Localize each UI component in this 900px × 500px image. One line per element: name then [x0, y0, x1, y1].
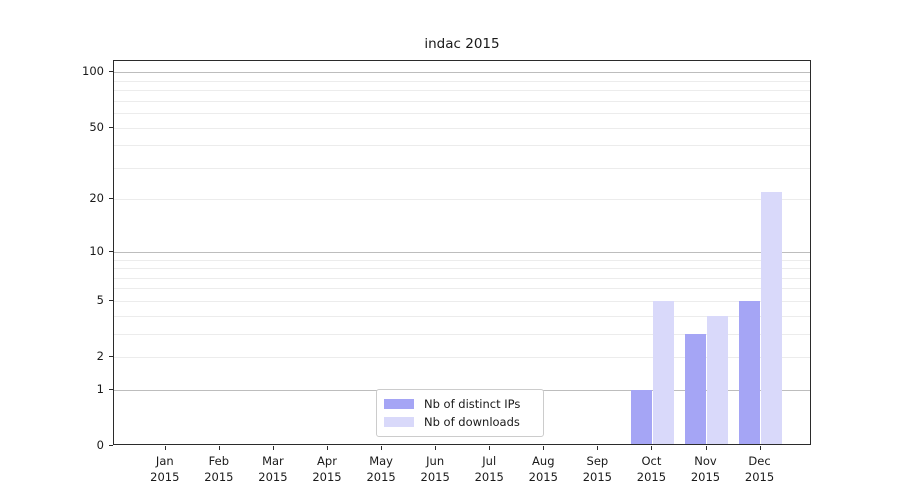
x-tick-mark: [218, 446, 220, 450]
x-tick-mark: [597, 446, 599, 450]
x-tick-year: 2015: [690, 470, 721, 484]
y-gridline-minor: [114, 100, 810, 102]
y-gridline-minor: [114, 167, 810, 169]
x-tick-label: Mar 2015: [243, 453, 303, 485]
x-tick-mark: [759, 446, 761, 450]
y-gridline-minor: [114, 127, 810, 129]
bar-downloads: [707, 315, 728, 444]
y-gridline-minor: [114, 113, 810, 115]
x-tick-month: Dec: [748, 454, 771, 468]
x-tick-year: 2015: [744, 470, 775, 484]
x-tick-year: 2015: [204, 470, 234, 484]
x-tick-mark: [651, 446, 653, 450]
legend-item-downloads: Nb of downloads: [384, 414, 535, 430]
y-tick-label: 20: [89, 191, 104, 206]
y-tick-mark: [109, 250, 113, 252]
x-tick-year: 2015: [636, 470, 667, 484]
legend-item-distinct-ips: Nb of distinct IPs: [384, 396, 535, 412]
x-tick-month: Jun: [426, 454, 445, 468]
x-tick-label: May 2015: [351, 453, 411, 485]
legend: Nb of distinct IPs Nb of downloads: [376, 389, 544, 437]
x-tick-month: Feb: [208, 454, 230, 468]
y-tick-label: 5: [96, 292, 104, 307]
x-tick-month: Jul: [482, 454, 497, 468]
y-tick-mark: [109, 71, 113, 73]
y-tick-label: 2: [96, 349, 104, 364]
y-gridline-minor: [114, 268, 810, 270]
x-tick-year: 2015: [528, 470, 558, 484]
x-tick-month: Jan: [155, 454, 174, 468]
y-gridline-minor: [114, 259, 810, 261]
x-tick-label: Dec 2015: [730, 453, 790, 485]
x-tick-mark: [381, 446, 383, 450]
y-gridline-minor: [114, 300, 810, 302]
y-tick-mark: [109, 356, 113, 358]
y-tick-label: 1: [96, 381, 104, 396]
x-tick-mark: [489, 446, 491, 450]
x-tick-month: Aug: [532, 454, 555, 468]
x-tick-year: 2015: [420, 470, 450, 484]
y-gridline-minor: [114, 90, 810, 92]
x-tick-month: Oct: [641, 454, 662, 468]
y-gridline-minor: [114, 288, 810, 290]
y-gridline-minor: [114, 333, 810, 335]
x-tick-year: 2015: [150, 470, 180, 484]
y-tick-mark: [109, 445, 113, 446]
x-tick-label: Feb 2015: [189, 453, 249, 485]
x-tick-label: Aug 2015: [513, 453, 573, 485]
plot-area: [113, 60, 811, 445]
x-tick-month: Nov: [694, 454, 717, 468]
x-tick-label: Oct 2015: [621, 453, 681, 485]
y-tick-label: 100: [82, 64, 104, 79]
y-gridline-minor: [114, 199, 810, 201]
y-tick-label: 10: [89, 243, 104, 258]
legend-label-distinct-ips: Nb of distinct IPs: [424, 397, 521, 411]
chart-title: indac 2015: [424, 36, 500, 52]
y-gridline-major: [114, 72, 810, 74]
x-tick-label: Jul 2015: [459, 453, 519, 485]
y-gridline-minor: [114, 357, 810, 359]
x-tick-month: Sep: [586, 454, 609, 468]
x-tick-month: Mar: [262, 454, 284, 468]
y-tick-mark: [109, 388, 113, 390]
x-tick-mark: [543, 446, 545, 450]
y-gridline-minor: [114, 315, 810, 317]
bar-distinct-ips: [739, 300, 761, 444]
bar-downloads: [761, 192, 783, 444]
x-tick-year: 2015: [474, 470, 504, 484]
x-tick-year: 2015: [258, 470, 288, 484]
y-tick-mark: [109, 126, 113, 128]
downloads-swatch: [384, 417, 414, 427]
x-tick-year: 2015: [582, 470, 612, 484]
x-tick-mark: [327, 446, 328, 450]
x-tick-year: 2015: [312, 470, 342, 484]
y-gridline-minor: [114, 277, 810, 279]
x-tick-mark: [705, 446, 707, 450]
x-tick-mark: [272, 446, 274, 450]
y-gridline-major: [114, 251, 810, 253]
x-tick-month: Apr: [317, 454, 337, 468]
bar-distinct-ips: [630, 389, 652, 444]
y-tick-mark: [109, 299, 113, 301]
x-tick-mark: [164, 446, 166, 450]
x-tick-label: Jun 2015: [405, 453, 465, 485]
legend-label-downloads: Nb of downloads: [424, 415, 520, 429]
x-tick-year: 2015: [366, 470, 396, 484]
distinct-ips-swatch: [384, 399, 414, 409]
x-tick-label: Nov 2015: [676, 453, 736, 485]
x-tick-label: Apr 2015: [297, 453, 357, 485]
bar-distinct-ips: [685, 333, 706, 444]
x-tick-label: Jan 2015: [135, 453, 195, 485]
x-tick-month: May: [369, 454, 393, 468]
x-tick-mark: [435, 446, 437, 450]
y-gridline-minor: [114, 80, 810, 82]
y-gridline-minor: [114, 145, 810, 147]
y-tick-mark: [109, 198, 113, 200]
x-tick-label: Sep 2015: [567, 453, 627, 485]
y-tick-label: 0: [96, 438, 104, 452]
bar-downloads: [652, 300, 674, 444]
y-tick-label: 50: [89, 119, 104, 134]
